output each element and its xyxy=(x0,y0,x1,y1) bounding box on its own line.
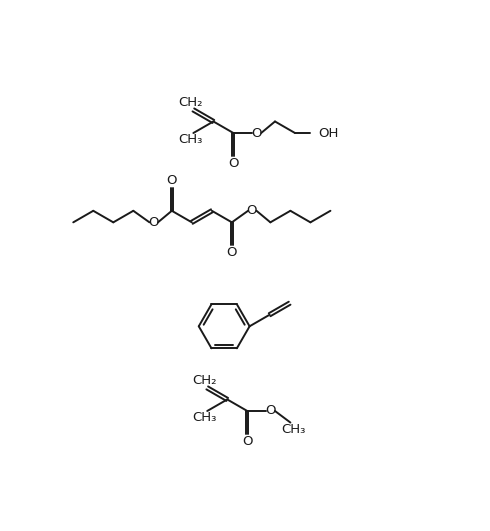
Text: CH₂: CH₂ xyxy=(192,374,217,388)
Text: OH: OH xyxy=(318,126,339,140)
Text: O: O xyxy=(148,216,159,229)
Text: O: O xyxy=(227,246,237,259)
Text: O: O xyxy=(246,204,257,217)
Text: CH₃: CH₃ xyxy=(281,423,306,436)
Text: O: O xyxy=(265,405,275,417)
Text: O: O xyxy=(167,174,177,187)
Text: O: O xyxy=(228,157,239,169)
Text: CH₃: CH₃ xyxy=(178,133,202,147)
Text: O: O xyxy=(251,126,262,140)
Text: CH₃: CH₃ xyxy=(192,412,217,424)
Text: CH₂: CH₂ xyxy=(178,97,202,109)
Text: O: O xyxy=(242,434,252,448)
